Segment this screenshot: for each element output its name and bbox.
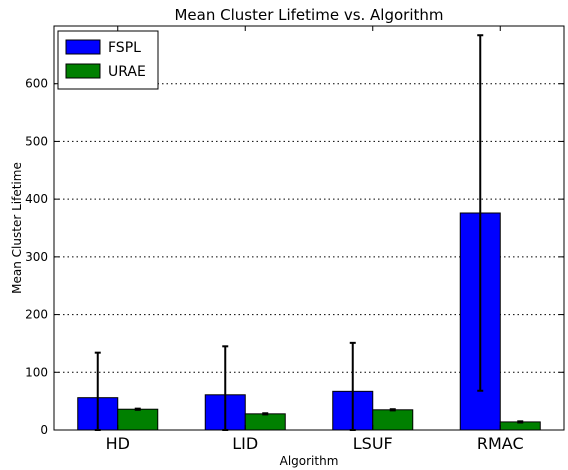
y-tick-label-6: 600 <box>25 77 48 91</box>
x-axis: HD LID LSUF RMAC <box>106 26 524 453</box>
y-axis-label: Mean Cluster Lifetime <box>10 162 24 294</box>
chart-title: Mean Cluster Lifetime vs. Algorithm <box>174 6 443 24</box>
bar-urae-lid <box>244 413 286 431</box>
x-tick-label-lsuf: LSUF <box>353 434 393 453</box>
y-tick-label-1: 100 <box>25 365 48 379</box>
y-tick-label-4: 400 <box>25 192 48 206</box>
legend-swatch-urae <box>65 63 101 79</box>
y-tick-label-2: 200 <box>25 308 48 322</box>
error-bars <box>94 34 524 431</box>
error-bar-urae-lid <box>262 412 269 416</box>
error-bar-urae-lsuf <box>389 408 396 412</box>
bar-urae-lsuf <box>372 409 414 431</box>
error-bar-fspl-rmac <box>477 34 484 392</box>
x-tick-label-rmac: RMAC <box>477 434 524 453</box>
y-tick-label-5: 500 <box>25 134 48 148</box>
legend-label-fspl: FSPL <box>108 40 141 56</box>
x-tick-label-lid: LID <box>232 434 258 453</box>
x-axis-label: Algorithm <box>280 454 339 468</box>
plot-frame <box>53 25 565 431</box>
error-bar-urae-rmac <box>517 420 524 424</box>
legend-label-urae: URAE <box>108 64 146 80</box>
y-axis: 0 100 200 300 400 500 600 <box>25 77 564 437</box>
x-tick-label-hd: HD <box>106 434 130 453</box>
y-tick-label-0: 0 <box>40 423 48 437</box>
y-tick-label-3: 300 <box>25 250 48 264</box>
bar-urae-hd <box>117 408 159 431</box>
legend-swatch-fspl <box>65 39 101 55</box>
legend: FSPL URAE <box>57 30 159 90</box>
error-bar-urae-hd <box>134 407 141 411</box>
